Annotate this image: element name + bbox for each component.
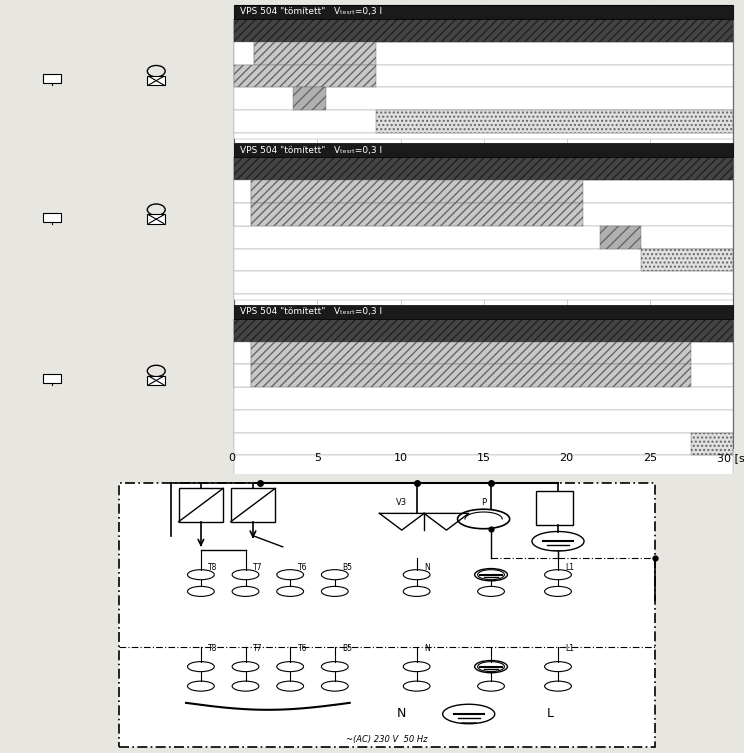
Bar <box>234 133 733 139</box>
Text: L1: L1 <box>565 563 574 572</box>
Text: T7: T7 <box>253 644 263 653</box>
Bar <box>234 157 733 180</box>
Bar <box>147 76 165 85</box>
Bar <box>179 489 223 522</box>
Bar <box>536 491 573 525</box>
Bar <box>234 319 733 342</box>
Bar <box>234 65 376 87</box>
Text: T8: T8 <box>208 644 218 653</box>
Text: VPS 504 "tömített"   Vₜₑₛᵣₜ=0,3 l: VPS 504 "tömített" Vₜₑₛᵣₜ=0,3 l <box>240 307 382 316</box>
Text: V3: V3 <box>397 498 407 507</box>
Bar <box>234 271 733 294</box>
Bar <box>43 75 61 83</box>
Bar <box>234 19 733 41</box>
Text: VPS 504 "tömített"   Vₜₑₛᵣₜ=0,3 l: VPS 504 "tömített" Vₜₑₛᵣₜ=0,3 l <box>240 8 382 17</box>
Text: T7: T7 <box>253 563 263 572</box>
Bar <box>234 180 733 203</box>
Bar <box>234 157 733 180</box>
Bar <box>234 456 733 478</box>
Bar <box>234 5 733 448</box>
Text: VPS 504 "tömített"   Vₜₑₛᵣₜ=0,3 l: VPS 504 "tömített" Vₜₑₛᵣₜ=0,3 l <box>240 146 382 155</box>
Bar <box>234 226 733 248</box>
Bar <box>251 203 583 226</box>
Bar <box>234 180 251 203</box>
Bar <box>234 342 733 364</box>
Bar <box>234 19 733 41</box>
Bar <box>691 433 733 456</box>
Bar <box>234 364 251 387</box>
Bar <box>231 489 275 522</box>
Text: ~(AC) 230 V  50 Hz: ~(AC) 230 V 50 Hz <box>346 735 428 743</box>
Bar <box>234 41 733 65</box>
Text: 5: 5 <box>314 453 321 463</box>
Text: P: P <box>481 498 486 507</box>
Bar <box>234 143 733 157</box>
Text: 0: 0 <box>228 453 236 463</box>
Bar <box>234 342 251 364</box>
Bar <box>43 374 61 383</box>
Bar <box>234 304 733 319</box>
Bar <box>234 387 733 410</box>
Bar <box>234 87 733 110</box>
Text: 25: 25 <box>643 453 657 463</box>
Text: N: N <box>424 644 430 653</box>
Text: 15: 15 <box>477 453 490 463</box>
Text: L1: L1 <box>565 644 574 653</box>
Text: 10: 10 <box>394 453 408 463</box>
Bar <box>254 41 376 65</box>
Bar <box>251 364 691 387</box>
Bar <box>234 364 733 387</box>
Bar <box>234 5 733 19</box>
Text: B5: B5 <box>342 644 352 653</box>
Text: T8: T8 <box>208 563 218 572</box>
Bar <box>234 203 251 226</box>
Bar <box>234 319 733 342</box>
Bar <box>234 110 733 133</box>
Text: N: N <box>424 563 430 572</box>
Bar <box>234 41 254 65</box>
Text: T6: T6 <box>298 563 307 572</box>
Bar <box>376 110 733 133</box>
Text: T6: T6 <box>298 644 307 653</box>
Text: L: L <box>547 708 554 721</box>
Bar <box>234 65 733 87</box>
Bar <box>234 433 733 456</box>
Text: N: N <box>397 708 406 721</box>
Bar <box>600 226 641 248</box>
Bar <box>147 215 165 224</box>
Bar <box>641 248 733 271</box>
Bar <box>292 87 326 110</box>
Bar <box>234 478 733 501</box>
Bar <box>234 294 733 300</box>
Bar <box>251 342 691 364</box>
Bar <box>43 213 61 221</box>
Bar <box>234 410 733 433</box>
Bar <box>147 376 165 386</box>
Bar <box>251 180 583 203</box>
Bar <box>234 248 733 271</box>
Text: 20: 20 <box>559 453 574 463</box>
FancyBboxPatch shape <box>119 483 655 748</box>
Text: 30 [s]: 30 [s] <box>716 453 744 463</box>
Bar <box>234 203 733 226</box>
Text: B5: B5 <box>342 563 352 572</box>
